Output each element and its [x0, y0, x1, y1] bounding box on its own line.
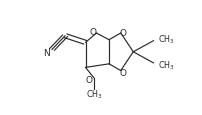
Text: O: O [120, 68, 127, 77]
Text: O: O [89, 28, 96, 37]
Text: N: N [43, 48, 50, 57]
Text: CH$_3$: CH$_3$ [86, 88, 103, 100]
Text: O: O [120, 28, 127, 37]
Text: CH$_3$: CH$_3$ [158, 33, 175, 46]
Text: CH$_3$: CH$_3$ [158, 59, 175, 72]
Text: O: O [86, 75, 93, 84]
